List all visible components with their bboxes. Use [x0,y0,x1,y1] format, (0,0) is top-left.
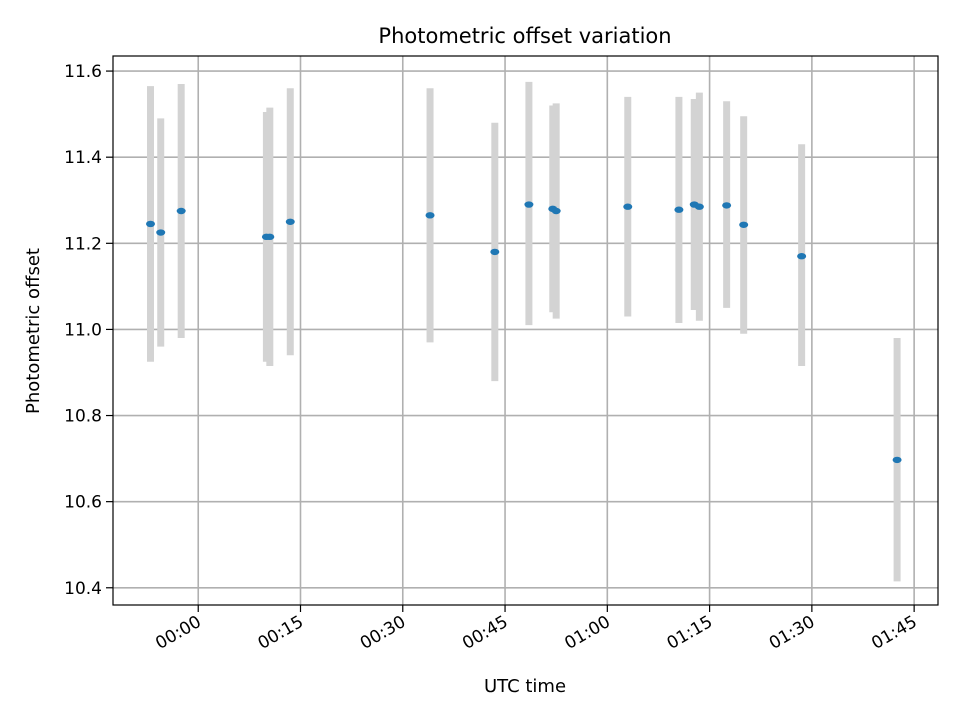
data-point [722,202,732,209]
data-point [156,229,166,236]
data-point [623,203,633,210]
data-point [176,207,186,215]
x-axis-label: UTC time [484,676,566,697]
data-point [892,456,902,464]
plot-frame [112,55,939,606]
data-point [490,248,500,256]
data-point [694,203,704,210]
y-axis-ticks: 10.4 10.6 10.8 11.0 11.2 11.4 11.6 [64,62,113,599]
y-tick-label: 11.4 [64,148,102,168]
data-point [551,207,561,215]
data-point [739,221,749,228]
data-point [524,201,534,208]
data-point [146,220,155,228]
chart-title: Photometric offset variation [378,24,671,48]
y-tick-label: 11.0 [64,320,102,340]
y-axis-label: Photometric offset [23,248,44,414]
y-tick-label: 10.6 [64,493,102,513]
y-tick-label: 10.4 [64,579,102,599]
data-point [285,218,295,225]
data-point [674,206,684,213]
y-tick-label: 11.2 [64,234,102,254]
data-point [797,253,807,260]
y-tick-label: 11.6 [64,62,102,82]
data-points [146,201,902,464]
data-point [425,212,435,219]
y-tick-label: 10.8 [64,407,102,427]
data-point [265,233,275,241]
